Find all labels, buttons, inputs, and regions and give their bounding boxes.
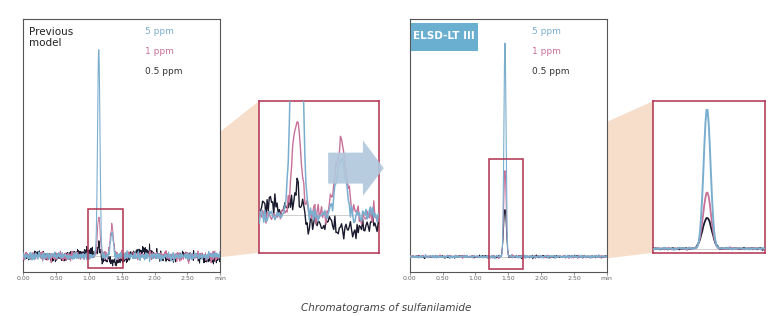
Text: 1 ppm: 1 ppm <box>145 47 174 56</box>
Text: 1 ppm: 1 ppm <box>532 47 560 56</box>
Text: Chromatograms of sulfanilamide: Chromatograms of sulfanilamide <box>301 303 472 313</box>
Text: Previous
model: Previous model <box>29 27 73 48</box>
Text: 5 ppm: 5 ppm <box>532 27 560 35</box>
Text: 5 ppm: 5 ppm <box>145 27 174 35</box>
Text: 0.5 ppm: 0.5 ppm <box>532 67 570 76</box>
FancyBboxPatch shape <box>410 23 478 51</box>
Text: ELSD-LT III: ELSD-LT III <box>414 31 475 41</box>
FancyArrow shape <box>328 141 384 196</box>
Bar <box>87 209 123 268</box>
Bar <box>489 159 523 269</box>
Text: 0.5 ppm: 0.5 ppm <box>145 67 183 76</box>
